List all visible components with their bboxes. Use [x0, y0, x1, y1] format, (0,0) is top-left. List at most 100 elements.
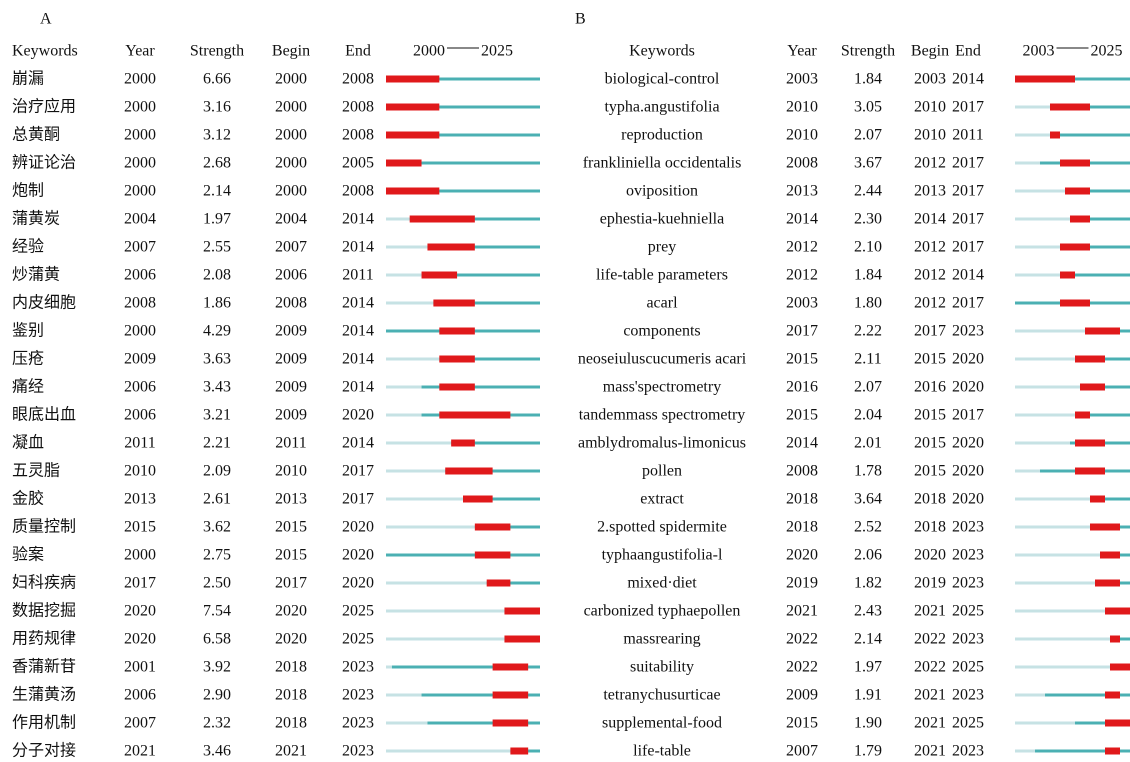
- active-bar: [1060, 273, 1130, 277]
- pre-year-bar: [386, 749, 511, 753]
- active-bar: [427, 721, 540, 725]
- keyword: 质量控制: [12, 518, 76, 536]
- burst-bar: [1110, 635, 1120, 643]
- cell: 2022: [786, 631, 818, 648]
- active-bar: [1075, 413, 1130, 417]
- burst-bar: [1075, 411, 1090, 419]
- cell: 2008: [342, 71, 374, 88]
- cell: 2.11: [854, 351, 881, 368]
- pre-year-bar: [1015, 749, 1035, 753]
- burst-bar: [1105, 719, 1130, 727]
- cell: 2018: [275, 687, 307, 704]
- burst-bar: [1090, 523, 1120, 531]
- cell: 2009: [124, 351, 156, 368]
- burst-bar: [386, 75, 440, 83]
- burst-bar: [386, 187, 440, 195]
- cell: 2015: [786, 407, 818, 424]
- cell: 2007: [124, 715, 156, 732]
- cell: 3.62: [203, 519, 231, 536]
- cell: 1.84: [854, 71, 882, 88]
- header: Begin: [911, 43, 949, 60]
- cell: 2014: [342, 295, 374, 312]
- cell: 2.09: [203, 463, 231, 480]
- cell: 2006: [275, 267, 307, 284]
- pre-year-bar: [386, 693, 422, 697]
- cell: 2021: [124, 743, 156, 760]
- cell: 6.66: [203, 71, 231, 88]
- cell: 2000: [275, 127, 307, 144]
- pre-year-bar: [1015, 581, 1095, 585]
- burst-bar: [492, 663, 529, 671]
- cell: 2006: [124, 379, 156, 396]
- cell: 2013: [275, 491, 307, 508]
- active-bar: [433, 301, 540, 305]
- cell: 2010: [124, 463, 156, 480]
- burst-bar: [439, 383, 475, 391]
- cell: 2012: [786, 267, 818, 284]
- cell: 2023: [952, 575, 984, 592]
- keyword: prey: [648, 239, 676, 256]
- cell: 1.84: [854, 267, 882, 284]
- cell: 3.67: [854, 155, 882, 172]
- keyword: acarl: [646, 295, 678, 312]
- keyword: 痛经: [12, 378, 44, 396]
- cell: 2025: [952, 715, 984, 732]
- pre-year-bar: [1015, 133, 1050, 137]
- pre-year-bar: [386, 385, 422, 389]
- active-bar: [1070, 217, 1130, 221]
- burst-bar: [486, 579, 511, 587]
- keyword: 炮制: [12, 182, 44, 200]
- cell: 2000: [124, 547, 156, 564]
- cell: 2006: [124, 407, 156, 424]
- cell: 2011: [275, 435, 306, 452]
- cell: 2023: [952, 323, 984, 340]
- burst-bar: [439, 327, 475, 335]
- cell: 2014: [914, 211, 946, 228]
- burst-bar: [1050, 103, 1090, 111]
- cell: 2020: [275, 631, 307, 648]
- pre-year-bar: [386, 273, 422, 277]
- cell: 2.52: [854, 519, 882, 536]
- cell: 2000: [124, 127, 156, 144]
- cell: 2.04: [854, 407, 882, 424]
- cell: 2003: [786, 71, 818, 88]
- keyword: tandemmass spectrometry: [579, 407, 746, 424]
- pre-year-bar: [1015, 441, 1070, 445]
- cell: 2015: [124, 519, 156, 536]
- keyword: 分子对接: [12, 742, 76, 760]
- burst-bar: [463, 495, 493, 503]
- cell: 2025: [952, 659, 984, 676]
- keyword: 崩漏: [12, 70, 44, 88]
- pre-year-bar: [1015, 553, 1100, 557]
- cell: 2017: [342, 463, 374, 480]
- burst-bar: [1080, 383, 1105, 391]
- cell: 2010: [914, 99, 946, 116]
- active-bar: [1035, 749, 1130, 753]
- pre-year-bar: [1015, 469, 1040, 473]
- cell: 2017: [952, 183, 984, 200]
- cell: 2022: [914, 631, 946, 648]
- cell: 2012: [914, 295, 946, 312]
- burst-bar: [1015, 75, 1075, 83]
- active-bar: [386, 133, 540, 137]
- cell: 2017: [952, 155, 984, 172]
- cell: 1.82: [854, 575, 882, 592]
- keyword: 蒲黄炭: [12, 210, 60, 228]
- cell: 2017: [952, 211, 984, 228]
- cell: 2011: [342, 267, 373, 284]
- cell: 2.08: [203, 267, 231, 284]
- pre-year-bar: [386, 217, 410, 221]
- burst-bar: [439, 355, 475, 363]
- cell: 2007: [786, 743, 818, 760]
- cell: 6.58: [203, 631, 231, 648]
- active-bar: [1060, 245, 1130, 249]
- cell: 2013: [914, 183, 946, 200]
- keyword: 妇科疾病: [12, 574, 76, 592]
- cell: 2020: [342, 519, 374, 536]
- cell: 2015: [786, 715, 818, 732]
- keyword: 炒蒲黄: [12, 266, 60, 284]
- cell: 2.14: [854, 631, 882, 648]
- cell: 2017: [342, 491, 374, 508]
- cell: 2023: [342, 715, 374, 732]
